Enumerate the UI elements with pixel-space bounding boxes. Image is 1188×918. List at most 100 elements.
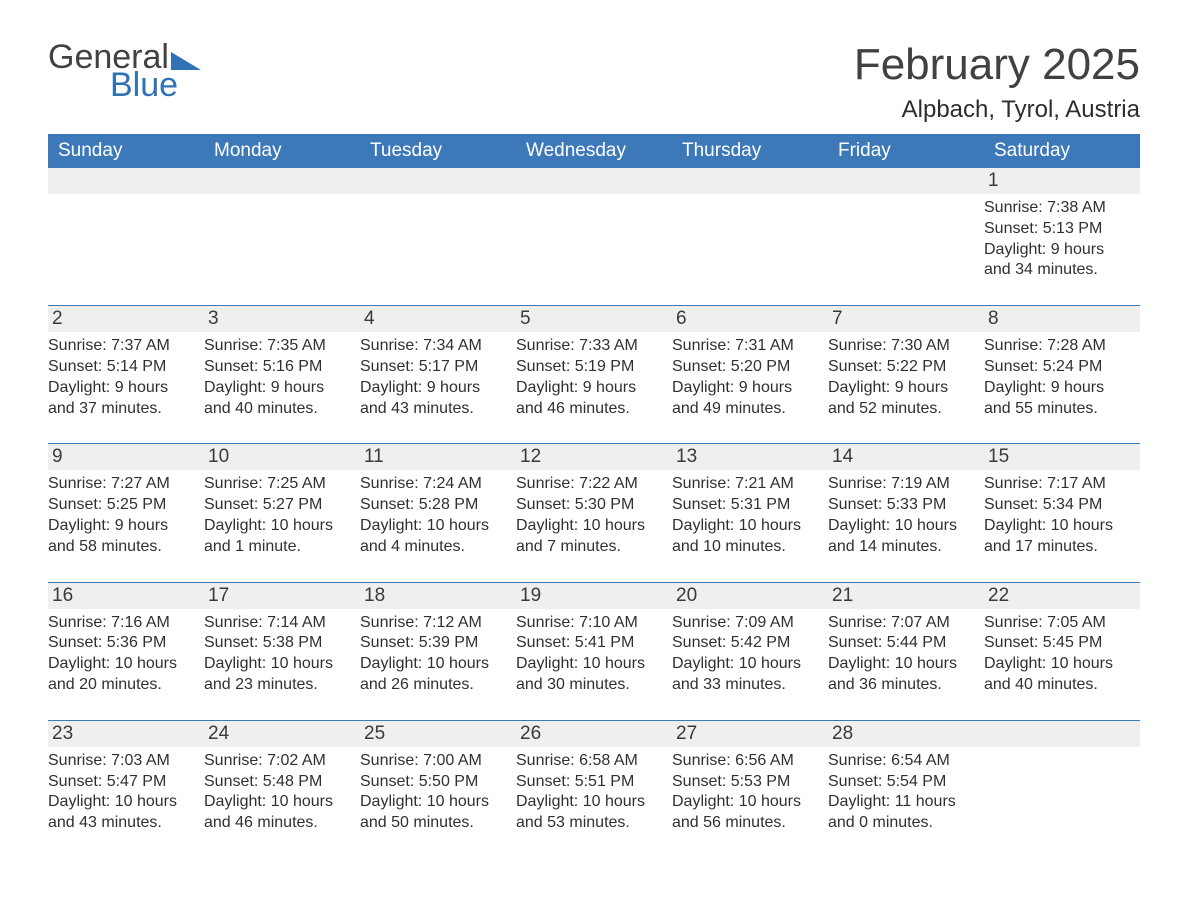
logo: General Blue [48, 40, 201, 102]
sunset-text: Sunset: 5:53 PM [672, 772, 822, 793]
sunrise-text: Sunrise: 7:16 AM [48, 613, 198, 634]
day-details: Sunrise: 7:10 AMSunset: 5:41 PMDaylight:… [516, 609, 672, 696]
day-cell: 23Sunrise: 7:03 AMSunset: 5:47 PMDayligh… [48, 720, 204, 858]
sunset-text: Sunset: 5:45 PM [984, 633, 1134, 654]
day-cell: 6 Sunrise: 7:31 AMSunset: 5:20 PMDaylight… [672, 305, 828, 443]
sunset-text: Sunset: 5:30 PM [516, 495, 666, 516]
daylight-text: Daylight: 10 hours and 53 minutes. [516, 792, 666, 834]
header-row: General Blue February 2025 Alpbach, Tyro… [48, 40, 1140, 124]
sunrise-text: Sunrise: 7:14 AM [204, 613, 354, 634]
day-number: 25 [360, 720, 516, 747]
day-number: 4 [360, 305, 516, 332]
day-cell: 11Sunrise: 7:24 AMSunset: 5:28 PMDayligh… [360, 443, 516, 581]
week-row: 16Sunrise: 7:16 AMSunset: 5:36 PMDayligh… [48, 582, 1140, 720]
sunset-text: Sunset: 5:34 PM [984, 495, 1134, 516]
sunrise-text: Sunrise: 7:19 AM [828, 474, 978, 495]
day-details: Sunrise: 7:22 AMSunset: 5:30 PMDaylight:… [516, 470, 672, 557]
day-cell: 24Sunrise: 7:02 AMSunset: 5:48 PMDayligh… [204, 720, 360, 858]
day-number: 2 [48, 305, 204, 332]
day-details: Sunrise: 7:33 AMSunset: 5:19 PMDaylight:… [516, 332, 672, 419]
daylight-text: Daylight: 10 hours and 33 minutes. [672, 654, 822, 696]
daylight-text: Daylight: 10 hours and 14 minutes. [828, 516, 978, 558]
daylight-text: Daylight: 9 hours and 49 minutes. [672, 378, 822, 420]
sunset-text: Sunset: 5:39 PM [360, 633, 510, 654]
sunset-text: Sunset: 5:33 PM [828, 495, 978, 516]
daylight-text: Daylight: 11 hours and 0 minutes. [828, 792, 978, 834]
sunrise-text: Sunrise: 7:27 AM [48, 474, 198, 495]
day-details: Sunrise: 7:35 AMSunset: 5:16 PMDaylight:… [204, 332, 360, 419]
sunset-text: Sunset: 5:41 PM [516, 633, 666, 654]
day-cell: 17Sunrise: 7:14 AMSunset: 5:38 PMDayligh… [204, 582, 360, 720]
daylight-text: Daylight: 9 hours and 46 minutes. [516, 378, 666, 420]
sunset-text: Sunset: 5:27 PM [204, 495, 354, 516]
sunset-text: Sunset: 5:31 PM [672, 495, 822, 516]
day-number: 6 [672, 305, 828, 332]
day-cell [204, 168, 360, 305]
month-title: February 2025 [854, 40, 1140, 90]
day-cell: 26Sunrise: 6:58 AMSunset: 5:51 PMDayligh… [516, 720, 672, 858]
day-cell: 4Sunrise: 7:34 AMSunset: 5:17 PMDaylight… [360, 305, 516, 443]
day-number: 16 [48, 582, 204, 609]
sunset-text: Sunset: 5:38 PM [204, 633, 354, 654]
day-details: Sunrise: 7:24 AMSunset: 5:28 PMDaylight:… [360, 470, 516, 557]
day-details: Sunrise: 7:21 AMSunset: 5:31 PMDaylight:… [672, 470, 828, 557]
day-number: 14 [828, 443, 984, 470]
day-cell: 19Sunrise: 7:10 AMSunset: 5:41 PMDayligh… [516, 582, 672, 720]
day-details: Sunrise: 7:02 AMSunset: 5:48 PMDaylight:… [204, 747, 360, 834]
day-cell: 10Sunrise: 7:25 AMSunset: 5:27 PMDayligh… [204, 443, 360, 581]
day-details: Sunrise: 6:56 AMSunset: 5:53 PMDaylight:… [672, 747, 828, 834]
daylight-text: Daylight: 9 hours and 43 minutes. [360, 378, 510, 420]
title-block: February 2025 Alpbach, Tyrol, Austria [854, 40, 1140, 124]
sunset-text: Sunset: 5:20 PM [672, 357, 822, 378]
day-details: Sunrise: 7:16 AMSunset: 5:36 PMDaylight:… [48, 609, 204, 696]
sunset-text: Sunset: 5:54 PM [828, 772, 978, 793]
sunset-text: Sunset: 5:14 PM [48, 357, 198, 378]
sunset-text: Sunset: 5:36 PM [48, 633, 198, 654]
day-number [828, 168, 984, 194]
day-number: 22 [984, 582, 1140, 609]
sunset-text: Sunset: 5:42 PM [672, 633, 822, 654]
daylight-text: Daylight: 10 hours and 23 minutes. [204, 654, 354, 696]
day-details: Sunrise: 7:27 AMSunset: 5:25 PMDaylight:… [48, 470, 204, 557]
daylight-text: Daylight: 9 hours and 40 minutes. [204, 378, 354, 420]
daylight-text: Daylight: 10 hours and 36 minutes. [828, 654, 978, 696]
day-number: 24 [204, 720, 360, 747]
sunrise-text: Sunrise: 7:24 AM [360, 474, 510, 495]
sunrise-text: Sunrise: 7:25 AM [204, 474, 354, 495]
day-cell [48, 168, 204, 305]
day-cell: 7Sunrise: 7:30 AMSunset: 5:22 PMDaylight… [828, 305, 984, 443]
day-number: 10 [204, 443, 360, 470]
sunset-text: Sunset: 5:22 PM [828, 357, 978, 378]
day-cell: 15Sunrise: 7:17 AMSunset: 5:34 PMDayligh… [984, 443, 1140, 581]
day-cell: 20Sunrise: 7:09 AMSunset: 5:42 PMDayligh… [672, 582, 828, 720]
day-number [204, 168, 360, 194]
day-cell: 25Sunrise: 7:00 AMSunset: 5:50 PMDayligh… [360, 720, 516, 858]
sunset-text: Sunset: 5:28 PM [360, 495, 510, 516]
daylight-text: Daylight: 10 hours and 10 minutes. [672, 516, 822, 558]
sunrise-text: Sunrise: 7:37 AM [48, 336, 198, 357]
day-number: 21 [828, 582, 984, 609]
week-row: 23Sunrise: 7:03 AMSunset: 5:47 PMDayligh… [48, 720, 1140, 858]
sunset-text: Sunset: 5:47 PM [48, 772, 198, 793]
daylight-text: Daylight: 9 hours and 52 minutes. [828, 378, 978, 420]
day-cell [360, 168, 516, 305]
daylight-text: Daylight: 10 hours and 26 minutes. [360, 654, 510, 696]
weekday-header: Tuesday [360, 134, 516, 168]
day-details: Sunrise: 7:17 AMSunset: 5:34 PMDaylight:… [984, 470, 1140, 557]
day-details: Sunrise: 7:19 AMSunset: 5:33 PMDaylight:… [828, 470, 984, 557]
day-details: Sunrise: 7:14 AMSunset: 5:38 PMDaylight:… [204, 609, 360, 696]
day-cell: 3Sunrise: 7:35 AMSunset: 5:16 PMDaylight… [204, 305, 360, 443]
day-number [48, 168, 204, 194]
day-details: Sunrise: 7:37 AMSunset: 5:14 PMDaylight:… [48, 332, 204, 419]
day-cell: 9Sunrise: 7:27 AMSunset: 5:25 PMDaylight… [48, 443, 204, 581]
sunrise-text: Sunrise: 6:54 AM [828, 751, 978, 772]
sunrise-text: Sunrise: 7:00 AM [360, 751, 510, 772]
sunset-text: Sunset: 5:51 PM [516, 772, 666, 793]
sunrise-text: Sunrise: 7:17 AM [984, 474, 1134, 495]
sunset-text: Sunset: 5:13 PM [984, 219, 1134, 240]
day-details: Sunrise: 7:05 AMSunset: 5:45 PMDaylight:… [984, 609, 1140, 696]
sunrise-text: Sunrise: 7:10 AM [516, 613, 666, 634]
sunset-text: Sunset: 5:25 PM [48, 495, 198, 516]
sunrise-text: Sunrise: 7:31 AM [672, 336, 822, 357]
sunset-text: Sunset: 5:17 PM [360, 357, 510, 378]
